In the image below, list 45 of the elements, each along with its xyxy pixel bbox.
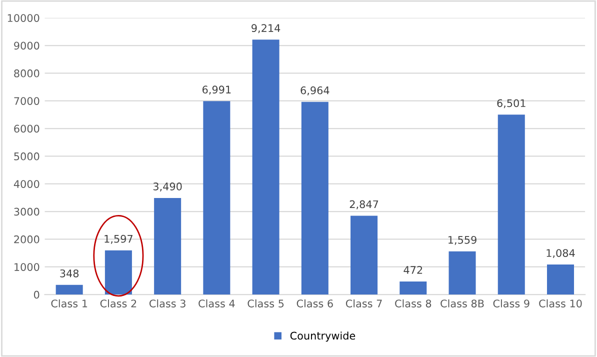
x-tick-label: Class 3 <box>149 299 186 308</box>
y-tick-label: 7000 <box>14 97 40 105</box>
x-tick-label: Class 8 <box>395 299 432 308</box>
bar <box>203 101 230 295</box>
y-tick-label: 4000 <box>14 180 40 188</box>
bar <box>104 250 132 295</box>
bar <box>252 40 280 295</box>
y-tick-label: 2000 <box>14 235 40 244</box>
data-label: 348 <box>60 269 79 278</box>
data-label: 6,991 <box>202 86 231 95</box>
bar <box>448 251 476 295</box>
data-label: 6,501 <box>497 99 526 108</box>
data-label: 3,490 <box>153 182 182 192</box>
x-tick-label: Class 7 <box>346 299 382 308</box>
data-label: 472 <box>404 266 422 274</box>
y-tick-label: 5000 <box>14 152 40 160</box>
data-label: 6,964 <box>300 86 330 96</box>
data-label: 1,559 <box>448 236 476 245</box>
x-tick-label: Class 5 <box>248 299 284 308</box>
data-label: 1,084 <box>546 249 575 258</box>
y-tick-label: 10000 <box>8 14 40 22</box>
bar <box>350 216 378 295</box>
y-tick-label: 3000 <box>14 208 40 216</box>
y-tick-label: 6000 <box>14 124 40 133</box>
x-tick-label: Class 2 <box>100 299 136 308</box>
x-tick-label: Class 1 <box>51 299 88 308</box>
legend-label: Countrywide <box>290 332 356 342</box>
data-label: 9,214 <box>252 24 280 34</box>
x-tick-label: Class 8B <box>440 299 484 308</box>
y-tick-label: 8000 <box>14 69 40 78</box>
x-tick-label: Class 10 <box>539 299 582 308</box>
bar <box>546 264 574 295</box>
y-tick-label: 9000 <box>14 42 40 50</box>
x-tick-label: Class 6 <box>296 299 333 308</box>
bar <box>400 281 427 295</box>
bar <box>154 198 182 295</box>
x-tick-label: Class 9 <box>493 299 530 308</box>
bar <box>56 284 83 295</box>
bar <box>498 114 525 295</box>
data-label: 1,597 <box>104 234 132 244</box>
bar <box>301 102 328 295</box>
data-label: 2,847 <box>350 200 378 210</box>
y-tick-label: 0 <box>34 290 40 299</box>
x-tick-label: Class 4 <box>198 299 235 308</box>
y-tick-label: 1000 <box>14 263 40 271</box>
